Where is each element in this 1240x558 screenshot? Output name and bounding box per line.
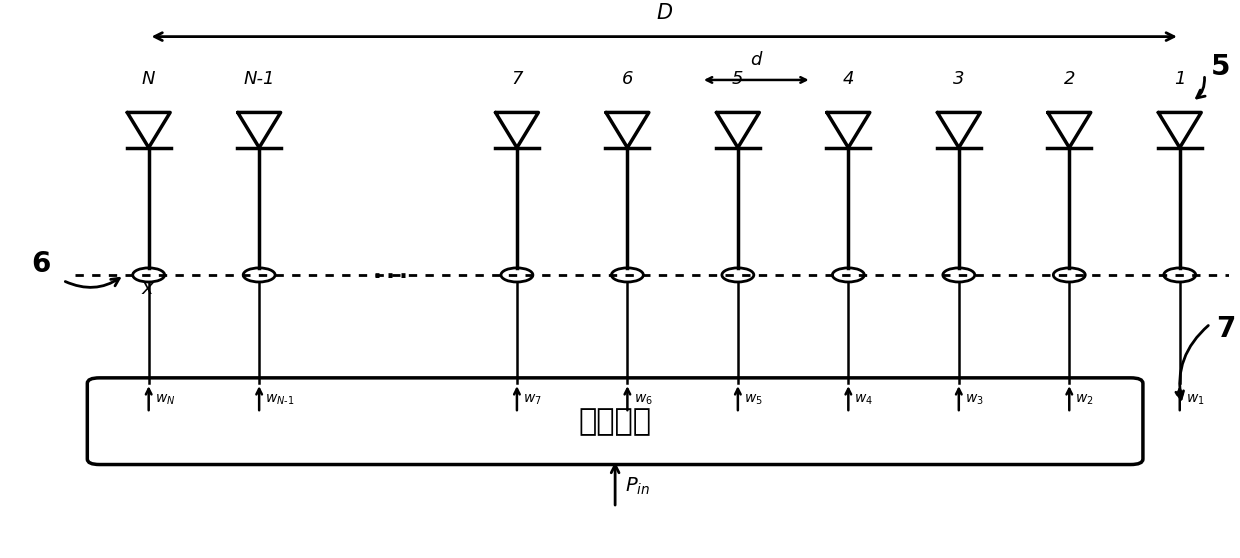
Text: N-1: N-1 <box>243 70 275 88</box>
FancyBboxPatch shape <box>87 378 1143 464</box>
Text: $D$: $D$ <box>656 3 673 23</box>
Text: $P_{in}$: $P_{in}$ <box>625 475 650 497</box>
Text: 2: 2 <box>1064 70 1075 88</box>
Text: 3: 3 <box>954 70 965 88</box>
Text: 4: 4 <box>843 70 854 88</box>
Text: $w_6$: $w_6$ <box>634 392 652 407</box>
Text: 6: 6 <box>621 70 634 88</box>
Text: 7: 7 <box>511 70 523 88</box>
Text: 5: 5 <box>732 70 744 88</box>
Text: $w_N$: $w_N$ <box>155 392 175 407</box>
Text: $w_7$: $w_7$ <box>523 392 542 407</box>
Text: 6: 6 <box>31 250 51 278</box>
Text: 1: 1 <box>1174 70 1185 88</box>
Text: $w_3$: $w_3$ <box>965 392 983 407</box>
Text: 7: 7 <box>1216 315 1236 343</box>
Text: $x$: $x$ <box>140 279 155 298</box>
Text: $w_2$: $w_2$ <box>1075 392 1094 407</box>
Text: 5: 5 <box>1210 53 1230 81</box>
Text: $\cdots$: $\cdots$ <box>370 256 407 294</box>
Text: $w_4$: $w_4$ <box>854 392 873 407</box>
Text: $w_1$: $w_1$ <box>1185 392 1204 407</box>
Text: $d$: $d$ <box>749 51 763 69</box>
Text: $w_{N\text{-}1}$: $w_{N\text{-}1}$ <box>265 392 295 407</box>
Text: N: N <box>141 70 155 88</box>
Text: $w_5$: $w_5$ <box>744 392 763 407</box>
Text: 馈电网络: 馈电网络 <box>579 407 651 436</box>
